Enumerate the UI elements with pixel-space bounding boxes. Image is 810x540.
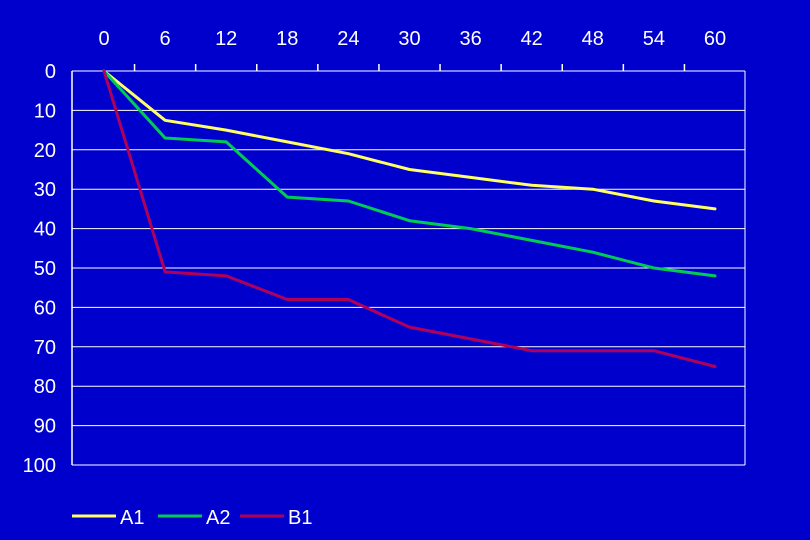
y-tick-label: 80 (34, 376, 56, 398)
x-tick-label: 0 (98, 28, 109, 50)
y-tick-label: 30 (34, 179, 56, 201)
x-tick-label: 36 (459, 28, 481, 50)
x-tick-label: 60 (704, 28, 726, 50)
series-line-a1 (102, 69, 717, 211)
legend-label-b1: B1 (288, 507, 312, 529)
x-tick-label: 6 (160, 28, 171, 50)
x-tick-label: 48 (582, 28, 604, 50)
x-tick-label: 42 (521, 28, 543, 50)
y-tick-label: 10 (34, 100, 56, 122)
x-tick-label: 54 (643, 28, 665, 50)
y-tick-label: 90 (34, 416, 56, 438)
series-lines (102, 69, 717, 368)
series-line-a2 (102, 69, 717, 278)
gridlines (71, 70, 746, 466)
legend: A1 A2 B1 (72, 507, 312, 529)
legend-label-a2: A2 (206, 507, 230, 529)
x-axis-ticks (133, 64, 686, 71)
y-axis-labels: 0 10 20 30 40 50 60 70 80 90 100 (23, 61, 56, 477)
x-tick-label: 12 (215, 28, 237, 50)
y-tick-label: 0 (45, 61, 56, 83)
y-tick-label: 60 (34, 297, 56, 319)
x-tick-label: 18 (276, 28, 298, 50)
legend-label-a1: A1 (120, 507, 144, 529)
y-tick-label: 20 (34, 140, 56, 162)
y-tick-label: 70 (34, 337, 56, 359)
series-line-b1 (102, 69, 717, 368)
x-tick-label: 24 (337, 28, 359, 50)
y-tick-label: 50 (34, 258, 56, 280)
y-tick-label: 100 (23, 455, 56, 477)
x-tick-label: 30 (398, 28, 420, 50)
y-tick-label: 40 (34, 219, 56, 241)
x-axis-labels: 0 6 12 18 24 30 36 42 48 54 60 (98, 28, 726, 50)
